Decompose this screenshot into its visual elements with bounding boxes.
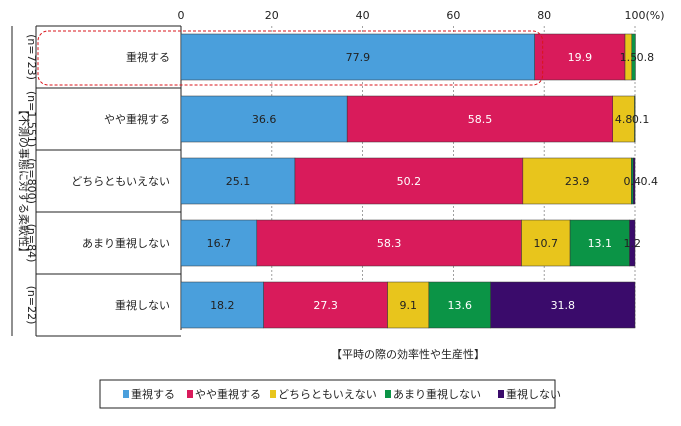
data-label: 58.3 [377,237,402,250]
bar-segment [631,33,636,81]
data-label: 36.6 [252,113,277,126]
bar-segment [387,281,430,329]
legend-swatch [270,390,276,398]
legend-swatch [385,390,391,398]
bar-segment [569,219,630,267]
x-tick-label: 60 [446,9,460,22]
x-tick-label: 100 [625,9,646,22]
data-label: 58.5 [468,113,493,126]
n-label: (n=723) [25,34,38,80]
legend: 重視する やや重視する どちらともいえない あまり重視しない 重視しない [99,379,561,409]
n-label: (n=800) [25,158,38,204]
bar-segment [428,281,491,329]
data-label: 77.9 [346,51,371,64]
legend-swatch [187,390,193,398]
n-label: (n=22) [25,286,38,325]
bar-segment [490,281,636,329]
data-label: 9.1 [399,299,417,312]
data-label: 4.8 [615,113,633,126]
legend-swatch [498,390,504,398]
data-labels: 77.9 19.9 1.5 0.8 36.6 58.5 4.8 0.1 25.1 50.2 23.9… [207,51,658,312]
x-tick-label: 20 [265,9,279,22]
n-label: (n=84) [25,224,38,263]
bar-segment [180,157,296,205]
data-label: 0.8 [637,51,655,64]
legend-label: 重視しない [506,387,561,401]
data-label: 16.7 [207,237,232,250]
bar-segment [180,281,264,329]
legend-swatch [123,390,129,398]
bar-segment [294,157,524,205]
n-label: (n=1,551) [25,91,38,147]
bar-segment [180,219,258,267]
category-label: あまり重視しない [82,236,170,250]
data-label: 18.2 [210,299,235,312]
data-label: 0.4 [641,175,659,188]
legend-box [99,379,556,409]
data-label: 23.9 [565,175,590,188]
category-label: 重視する [126,50,170,64]
bar-segment [263,281,388,329]
bar-segment [522,157,632,205]
bar-segment [256,219,522,267]
bar-segment [180,33,535,81]
category-frame [11,25,182,337]
x-unit-label: (%) [645,9,664,22]
category-label: やや重視する [104,112,170,126]
highlight-box [37,30,544,86]
bar-segment [521,219,571,267]
legend-label: やや重視する [195,387,261,401]
bar-segment [632,157,636,205]
x-axis-title: 【平時の際の効率性や生産性】 [331,347,485,361]
data-label: 0.1 [632,113,650,126]
data-label: 0.4 [624,175,642,188]
x-tick-label: 40 [356,9,370,22]
data-label: 1.5 [620,51,638,64]
data-label: 10.7 [534,237,559,250]
bar-segment [629,219,636,267]
category-labels: 重視する (n=723) やや重視する (n=1,551) どちらともいえない (n=80… [25,34,170,324]
bar-segment [634,95,636,143]
bar-segment [180,95,348,143]
data-label: 19.9 [568,51,593,64]
highlight-outline [37,30,544,86]
data-label: 50.2 [397,175,422,188]
y-axis-title-group: 【不測の事態に対する柔軟性】 [17,104,31,258]
data-label: 31.8 [551,299,576,312]
bars [180,33,636,329]
bar-segment [534,33,626,81]
x-tick-label: 80 [537,9,551,22]
data-label: 25.1 [226,175,251,188]
x-tick-label: 0 [178,9,185,22]
y-axis-title: 【不測の事態に対する柔軟性】 [17,104,31,258]
data-label: 27.3 [313,299,338,312]
legend-label: どちらともいえない [278,388,377,401]
data-label: 13.6 [448,299,473,312]
data-label: 13.1 [588,237,613,250]
legend-label: あまり重視しない [393,387,481,401]
bar-segment [346,95,614,143]
category-label: 重視しない [115,298,170,312]
x-axis-ticks: 0 20 40 60 80 100 (%) [178,9,665,22]
category-label: どちらともいえない [71,175,170,188]
legend-label: 重視する [131,387,175,401]
data-label: 1.2 [624,237,642,250]
